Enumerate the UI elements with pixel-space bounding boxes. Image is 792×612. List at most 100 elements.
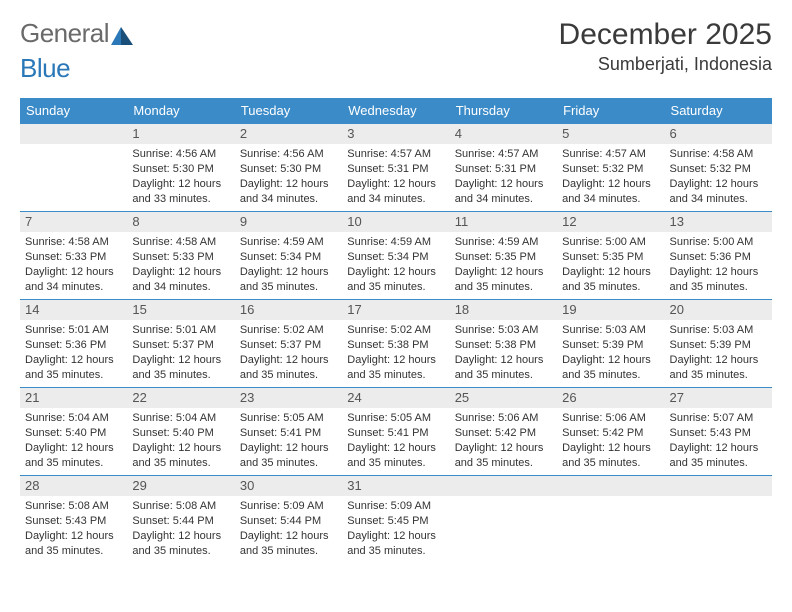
day-number: 2 — [235, 124, 342, 144]
sunrise-line: Sunrise: 4:58 AM — [132, 235, 229, 250]
calendar-cell — [20, 124, 127, 212]
sunrise-line: Sunrise: 4:58 AM — [25, 235, 122, 250]
sunset-line: Sunset: 5:38 PM — [347, 338, 444, 353]
empty-day-head — [20, 124, 127, 144]
calendar-cell: 5Sunrise: 4:57 AMSunset: 5:32 PMDaylight… — [557, 124, 664, 212]
sunset-line: Sunset: 5:37 PM — [240, 338, 337, 353]
daylight-line: Daylight: 12 hours and 34 minutes. — [240, 177, 337, 207]
day-details: Sunrise: 4:56 AMSunset: 5:30 PMDaylight:… — [127, 144, 234, 210]
daylight-line: Daylight: 12 hours and 35 minutes. — [240, 353, 337, 383]
sunrise-line: Sunrise: 5:05 AM — [240, 411, 337, 426]
calendar-cell: 8Sunrise: 4:58 AMSunset: 5:33 PMDaylight… — [127, 212, 234, 300]
day-details: Sunrise: 5:06 AMSunset: 5:42 PMDaylight:… — [557, 408, 664, 474]
sunrise-line: Sunrise: 4:59 AM — [347, 235, 444, 250]
sunrise-line: Sunrise: 4:56 AM — [132, 147, 229, 162]
weekday-head: Sunday — [20, 98, 127, 124]
calendar-page: General December 2025 Sumberjati, Indone… — [0, 0, 792, 582]
daylight-line: Daylight: 12 hours and 35 minutes. — [347, 353, 444, 383]
day-details: Sunrise: 5:08 AMSunset: 5:44 PMDaylight:… — [127, 496, 234, 562]
sunrise-line: Sunrise: 5:04 AM — [25, 411, 122, 426]
day-details: Sunrise: 5:01 AMSunset: 5:36 PMDaylight:… — [20, 320, 127, 386]
daylight-line: Daylight: 12 hours and 34 minutes. — [25, 265, 122, 295]
day-number: 13 — [665, 212, 772, 232]
day-number: 22 — [127, 388, 234, 408]
day-details: Sunrise: 4:59 AMSunset: 5:34 PMDaylight:… — [342, 232, 449, 298]
daylight-line: Daylight: 12 hours and 35 minutes. — [25, 441, 122, 471]
day-number: 27 — [665, 388, 772, 408]
sunrise-line: Sunrise: 4:59 AM — [240, 235, 337, 250]
calendar-cell: 27Sunrise: 5:07 AMSunset: 5:43 PMDayligh… — [665, 388, 772, 476]
calendar-cell: 31Sunrise: 5:09 AMSunset: 5:45 PMDayligh… — [342, 476, 449, 564]
calendar-cell: 21Sunrise: 5:04 AMSunset: 5:40 PMDayligh… — [20, 388, 127, 476]
calendar-cell: 24Sunrise: 5:05 AMSunset: 5:41 PMDayligh… — [342, 388, 449, 476]
calendar-row: 21Sunrise: 5:04 AMSunset: 5:40 PMDayligh… — [20, 388, 772, 476]
day-details: Sunrise: 5:02 AMSunset: 5:37 PMDaylight:… — [235, 320, 342, 386]
sunset-line: Sunset: 5:42 PM — [455, 426, 552, 441]
day-details: Sunrise: 5:02 AMSunset: 5:38 PMDaylight:… — [342, 320, 449, 386]
day-number: 24 — [342, 388, 449, 408]
day-number: 18 — [450, 300, 557, 320]
day-number: 5 — [557, 124, 664, 144]
weekday-head: Tuesday — [235, 98, 342, 124]
logo-text-general: General — [20, 18, 109, 49]
day-number: 23 — [235, 388, 342, 408]
sunset-line: Sunset: 5:33 PM — [25, 250, 122, 265]
daylight-line: Daylight: 12 hours and 35 minutes. — [562, 441, 659, 471]
weekday-head: Wednesday — [342, 98, 449, 124]
calendar-cell: 6Sunrise: 4:58 AMSunset: 5:32 PMDaylight… — [665, 124, 772, 212]
daylight-line: Daylight: 12 hours and 34 minutes. — [132, 265, 229, 295]
day-number: 8 — [127, 212, 234, 232]
sunrise-line: Sunrise: 5:01 AM — [25, 323, 122, 338]
weekday-head: Saturday — [665, 98, 772, 124]
day-details: Sunrise: 5:01 AMSunset: 5:37 PMDaylight:… — [127, 320, 234, 386]
sunrise-line: Sunrise: 5:05 AM — [347, 411, 444, 426]
daylight-line: Daylight: 12 hours and 35 minutes. — [132, 529, 229, 559]
sunrise-line: Sunrise: 5:02 AM — [240, 323, 337, 338]
daylight-line: Daylight: 12 hours and 35 minutes. — [562, 265, 659, 295]
sunrise-line: Sunrise: 5:02 AM — [347, 323, 444, 338]
sunrise-line: Sunrise: 4:57 AM — [455, 147, 552, 162]
calendar-cell: 23Sunrise: 5:05 AMSunset: 5:41 PMDayligh… — [235, 388, 342, 476]
calendar-cell: 7Sunrise: 4:58 AMSunset: 5:33 PMDaylight… — [20, 212, 127, 300]
calendar-cell: 9Sunrise: 4:59 AMSunset: 5:34 PMDaylight… — [235, 212, 342, 300]
day-number: 20 — [665, 300, 772, 320]
weekday-head: Friday — [557, 98, 664, 124]
sunrise-line: Sunrise: 5:07 AM — [670, 411, 767, 426]
calendar-cell: 3Sunrise: 4:57 AMSunset: 5:31 PMDaylight… — [342, 124, 449, 212]
sunrise-line: Sunrise: 5:03 AM — [562, 323, 659, 338]
sunset-line: Sunset: 5:34 PM — [347, 250, 444, 265]
daylight-line: Daylight: 12 hours and 35 minutes. — [562, 353, 659, 383]
day-number: 17 — [342, 300, 449, 320]
sunset-line: Sunset: 5:32 PM — [670, 162, 767, 177]
day-number: 1 — [127, 124, 234, 144]
logo: General — [20, 18, 121, 49]
day-details: Sunrise: 5:00 AMSunset: 5:36 PMDaylight:… — [665, 232, 772, 298]
day-details: Sunrise: 4:58 AMSunset: 5:32 PMDaylight:… — [665, 144, 772, 210]
sunrise-line: Sunrise: 5:06 AM — [562, 411, 659, 426]
day-number: 28 — [20, 476, 127, 496]
day-number: 3 — [342, 124, 449, 144]
day-details: Sunrise: 5:05 AMSunset: 5:41 PMDaylight:… — [235, 408, 342, 474]
day-number: 19 — [557, 300, 664, 320]
calendar-row: 14Sunrise: 5:01 AMSunset: 5:36 PMDayligh… — [20, 300, 772, 388]
sunrise-line: Sunrise: 5:08 AM — [132, 499, 229, 514]
daylight-line: Daylight: 12 hours and 34 minutes. — [455, 177, 552, 207]
calendar-cell: 10Sunrise: 4:59 AMSunset: 5:34 PMDayligh… — [342, 212, 449, 300]
calendar-row: 7Sunrise: 4:58 AMSunset: 5:33 PMDaylight… — [20, 212, 772, 300]
sunrise-line: Sunrise: 5:00 AM — [670, 235, 767, 250]
day-details: Sunrise: 5:03 AMSunset: 5:39 PMDaylight:… — [665, 320, 772, 386]
day-details: Sunrise: 5:03 AMSunset: 5:38 PMDaylight:… — [450, 320, 557, 386]
sunset-line: Sunset: 5:39 PM — [562, 338, 659, 353]
day-details: Sunrise: 4:57 AMSunset: 5:31 PMDaylight:… — [450, 144, 557, 210]
sunset-line: Sunset: 5:31 PM — [347, 162, 444, 177]
sunset-line: Sunset: 5:40 PM — [25, 426, 122, 441]
empty-day-head — [665, 476, 772, 496]
daylight-line: Daylight: 12 hours and 35 minutes. — [455, 441, 552, 471]
calendar-cell: 18Sunrise: 5:03 AMSunset: 5:38 PMDayligh… — [450, 300, 557, 388]
calendar-cell: 4Sunrise: 4:57 AMSunset: 5:31 PMDaylight… — [450, 124, 557, 212]
calendar-body: 1Sunrise: 4:56 AMSunset: 5:30 PMDaylight… — [20, 124, 772, 564]
sunset-line: Sunset: 5:38 PM — [455, 338, 552, 353]
calendar-cell: 22Sunrise: 5:04 AMSunset: 5:40 PMDayligh… — [127, 388, 234, 476]
sunrise-line: Sunrise: 5:09 AM — [347, 499, 444, 514]
day-details: Sunrise: 4:59 AMSunset: 5:35 PMDaylight:… — [450, 232, 557, 298]
